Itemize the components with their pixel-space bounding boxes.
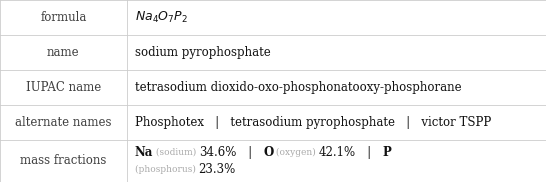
Text: |: | xyxy=(356,146,383,159)
Text: sodium pyrophosphate: sodium pyrophosphate xyxy=(135,46,271,59)
Text: mass fractions: mass fractions xyxy=(20,154,106,167)
Text: O: O xyxy=(263,146,274,159)
Text: name: name xyxy=(47,46,80,59)
Text: |: | xyxy=(237,146,263,159)
Text: 42.1%: 42.1% xyxy=(319,146,356,159)
Text: IUPAC name: IUPAC name xyxy=(26,81,101,94)
Text: formula: formula xyxy=(40,11,86,24)
Text: alternate names: alternate names xyxy=(15,116,111,129)
Text: (sodium): (sodium) xyxy=(153,148,199,157)
Text: (phosphorus): (phosphorus) xyxy=(135,165,199,174)
Text: (oxygen): (oxygen) xyxy=(274,148,319,157)
Text: tetrasodium dioxido-oxo-phosphonatooxy-phosphorane: tetrasodium dioxido-oxo-phosphonatooxy-p… xyxy=(135,81,461,94)
Text: 34.6%: 34.6% xyxy=(199,146,237,159)
Text: $Na_4O_7P_2$: $Na_4O_7P_2$ xyxy=(135,10,188,25)
Text: P: P xyxy=(383,146,391,159)
Text: 23.3%: 23.3% xyxy=(199,163,236,176)
Text: Phosphotex   |   tetrasodium pyrophosphate   |   victor TSPP: Phosphotex | tetrasodium pyrophosphate |… xyxy=(135,116,491,129)
Text: Na: Na xyxy=(135,146,153,159)
